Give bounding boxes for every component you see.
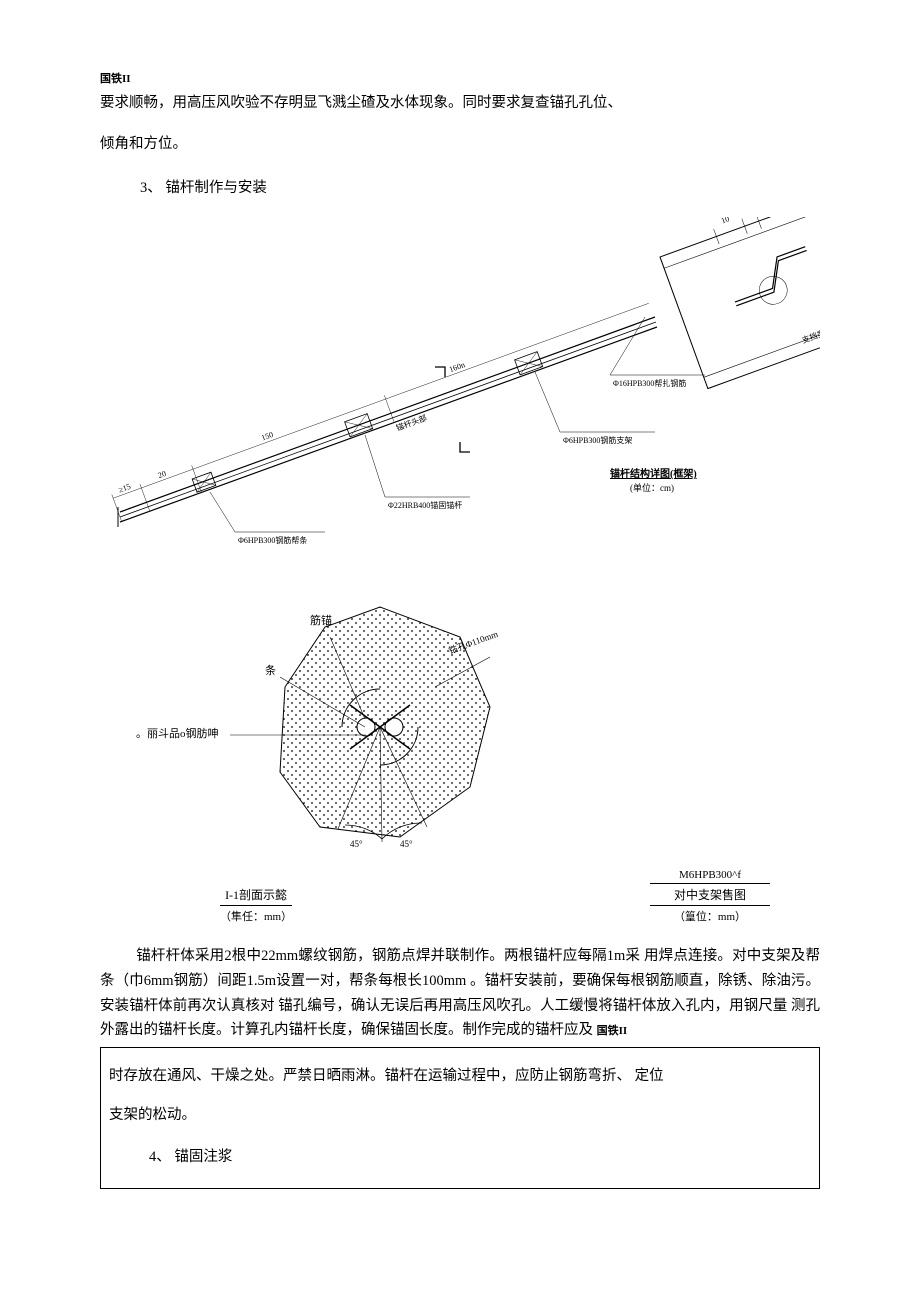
header-label: 国铁II: [100, 70, 820, 86]
main-diagram-unit: (单位：cm): [630, 482, 674, 493]
section-3-title: 3、 锚杆制作与安装: [140, 176, 820, 197]
dim-20: 20: [157, 469, 168, 480]
caption-right-mid: 对中支架售图: [650, 884, 770, 905]
caption-left-main: I-1剖面示懿: [220, 886, 292, 905]
caption-row: I-1剖面示懿 （隼任：mm） M6HPB300^f 对中支架售图 （篁位：mm…: [100, 867, 820, 924]
boxed-section: 时存放在通风、干燥之处。严禁日晒雨淋。锚杆在运输过程中，应防止钢筋弯折、 定位 …: [100, 1047, 820, 1189]
boxed-line-2: 支架的松动。: [109, 1099, 811, 1132]
body-paragraph: 锚杆杆体采用2根中22mm螺纹钢筋，钢筋点焊并联制作。两根锚杆应每隔1m采 用焊…: [100, 944, 820, 1043]
dim-10: 10: [720, 217, 731, 226]
annot-4: Φ6HPB300钢筋帮条: [238, 535, 307, 545]
caption-left-sub: （隼任：mm）: [220, 905, 292, 924]
caption-left: I-1剖面示懿 （隼任：mm）: [220, 886, 292, 924]
frame-label-2: 支挡类型(1:m): [800, 319, 820, 346]
intro-line-2: 倾角和方位。: [100, 133, 820, 156]
cross-label-3: 。丽斗品o钢肪呻: [136, 725, 219, 741]
section-4-title: 4、 锚固注浆: [149, 1141, 811, 1174]
dim-ge15: ≥15: [117, 482, 132, 495]
main-diagram-title: 锚杆结构详图(框架): [610, 467, 697, 480]
angle-2: 45°: [400, 839, 413, 849]
body-text: 锚杆杆体采用2根中22mm螺纹钢筋，钢筋点焊并联制作。两根锚杆应每隔1m采 用焊…: [100, 948, 820, 1038]
inline-header-label: 国铁II: [597, 1025, 628, 1037]
caption-right-top: M6HPB300^f: [650, 869, 770, 884]
caption-right-sub: （篁位：mm）: [650, 905, 770, 924]
dim-160n: 160n: [448, 361, 466, 375]
cross-label-2: 条: [265, 662, 276, 678]
cross-section-diagram: 45° 45° 钻孔Φ110mm 筋锚 条 。丽斗品o钢肪呻: [100, 577, 820, 857]
boxed-line-1: 时存放在通风、干燥之处。严禁日晒雨淋。锚杆在运输过程中，应防止钢筋弯折、 定位: [109, 1060, 811, 1093]
dim-150: 150: [260, 430, 274, 443]
annot-2: Φ6HPB300钢筋支架: [563, 435, 632, 445]
intro-line-1: 要求顺畅，用高压风吹验不存明显飞溅尘碴及水体现象。同时要求复查锚孔孔位、: [100, 92, 820, 115]
angle-1: 45°: [350, 839, 363, 849]
annot-1: Φ16HPB300帮扎钢筋: [613, 378, 686, 388]
annot-3: Φ22HRB400锚固锚杆: [388, 500, 462, 510]
anchor-structure-diagram: 10 14 40 50 框架梁高 支挡类型(1:m): [100, 217, 820, 547]
cross-label-1: 筋锚: [310, 612, 332, 628]
caption-right: M6HPB300^f 对中支架售图 （篁位：mm）: [650, 867, 770, 924]
